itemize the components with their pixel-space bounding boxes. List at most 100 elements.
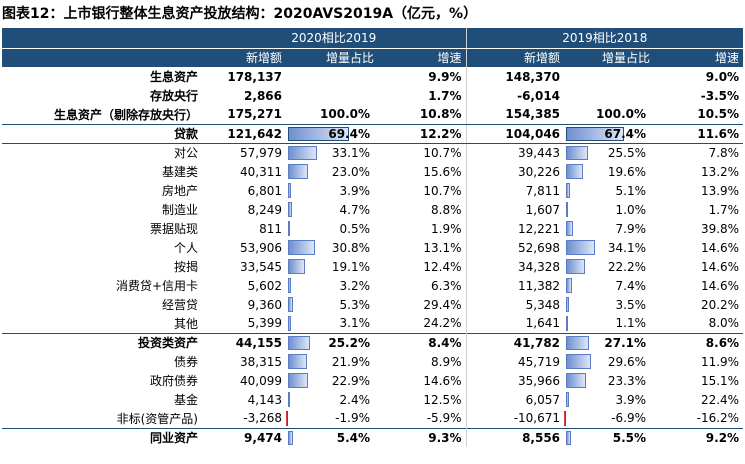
share-bar [288, 297, 293, 312]
growth-2019: 11.6% [654, 124, 744, 144]
share-bar [566, 278, 573, 293]
share-bar [566, 430, 571, 445]
share-2020 [286, 86, 378, 105]
table-row: 生息资产（剔除存放央行） 175,271 100.0% 10.8% 154,385 100… [2, 105, 744, 125]
growth-2019: 20.2% [700, 297, 740, 312]
share-bar [566, 126, 624, 141]
share-2019: -6.9% [564, 409, 654, 428]
share-2020: 5.3% [286, 295, 378, 314]
group-header-2019: 2019相比2018 [465, 28, 744, 49]
table-row: 房地产 6,801 3.9% 10.7% 7,811 5.1% 13.9% [2, 181, 743, 200]
table-row: 按揭 33,545 19.1% 12.4% 34,328 22.2% 14.6% [2, 257, 743, 276]
row-label: 存放央行 [149, 89, 198, 103]
header-corner [2, 28, 202, 49]
growth-2019: 13.9% [700, 183, 740, 198]
share-2020 [286, 67, 378, 86]
share-value: 7.4% [615, 278, 647, 293]
share-2019: 22.2% [564, 257, 654, 276]
increase-2019: 7,811 [465, 181, 565, 200]
growth-2019: 8.0% [708, 316, 740, 331]
increase-2019: 35,966 [465, 371, 565, 390]
table-row: 非标(资管产品) -3,268 -1.9% -5.9% -10,671 -6.9% -16.… [2, 409, 743, 428]
row-label: 对公 [173, 146, 198, 161]
increase-2019: 11,382 [465, 276, 565, 295]
share-bar [566, 183, 571, 198]
growth-2020: 1.9% [431, 221, 462, 236]
share-bar [566, 354, 592, 369]
share-2020: 30.8% [286, 238, 378, 257]
share-value: 21.9% [331, 354, 370, 369]
increase-2019: -6,014 [465, 86, 565, 105]
row-label: 制造业 [161, 203, 198, 217]
share-bar [286, 411, 288, 426]
share-value: 19.6% [607, 164, 647, 179]
increase-2019: 148,370 [465, 67, 565, 86]
growth-2019: 15.1% [700, 373, 740, 388]
increase-2020: 8,249 [247, 202, 282, 217]
group-header-2020: 2020相比2019 [202, 28, 467, 49]
share-2020: 69.4% [286, 124, 378, 144]
increase-2020: 40,099 [240, 373, 282, 388]
growth-2019: 39.8% [700, 221, 740, 236]
share-2019: 23.3% [564, 371, 654, 390]
row-label: 票据贴现 [149, 222, 198, 236]
growth-2020: 15.6% [423, 164, 462, 179]
row-label: 其他 [173, 316, 198, 331]
share-value: 2.4% [339, 392, 371, 407]
growth-2020: 12.4% [423, 259, 462, 274]
share-2020: 3.9% [286, 181, 378, 200]
table-row: 同业资产 9,474 5.4% 9.3% 8,556 5.5% 9.2% [2, 427, 744, 447]
growth-2019: 9.0% [705, 69, 740, 84]
growth-2019: 14.6% [700, 259, 740, 274]
share-bar [288, 354, 308, 369]
share-2020: 3.1% [286, 314, 378, 333]
increase-2020: 53,906 [240, 240, 282, 255]
share-2020: 5.4% [286, 427, 378, 447]
growth-2019: 22.4% [700, 392, 740, 407]
col-header-share-2019: 增量占比 [564, 48, 655, 67]
increase-2020: 4,143 [247, 392, 282, 407]
share-value: 69.4% [328, 126, 370, 141]
increase-2019: 41,782 [465, 332, 565, 352]
row-label: 基金 [173, 393, 198, 407]
share-bar [288, 183, 292, 198]
share-2020: 0.5% [286, 219, 378, 238]
share-value: 5.3% [339, 297, 371, 312]
growth-2020: 8.8% [431, 202, 462, 217]
share-2019: 5.5% [564, 427, 655, 447]
row-label: 经营贷 [161, 298, 198, 312]
col-header-growth-2020: 增速 [378, 48, 467, 67]
share-value: 5.1% [615, 183, 647, 198]
row-label: 消费贷+信用卡 [115, 279, 198, 293]
share-bar [566, 221, 573, 236]
increase-2020: 33,545 [240, 259, 282, 274]
growth-2020: 13.1% [423, 240, 462, 255]
share-value: 22.9% [331, 373, 370, 388]
share-bar [566, 373, 587, 388]
share-value: 3.1% [339, 316, 371, 331]
table-row: 存放央行 2,866 1.7% -6,014 -3.5% [2, 86, 743, 105]
col-header-increase-2020: 新增额 [202, 48, 286, 67]
share-value: -6.9% [611, 411, 647, 426]
increase-2020: 175,271 [202, 105, 286, 125]
increase-2020: 9,474 [202, 427, 286, 447]
growth-2020: 10.8% [378, 105, 467, 125]
growth-2020: 12.2% [378, 124, 467, 144]
increase-2019: 104,046 [465, 124, 565, 144]
row-label: 生息资产 [149, 70, 198, 84]
share-value: 30.8% [331, 240, 370, 255]
share-value: 100.0% [596, 107, 647, 122]
row-label: 投资类资产 [2, 332, 202, 352]
share-2019: 34.1% [564, 238, 654, 257]
table-row: 生息资产 178,137 9.9% 148,370 9.0% [2, 67, 743, 86]
share-2019: 27.1% [564, 332, 655, 352]
share-2019: 100.0% [564, 105, 655, 125]
increase-2020: 178,137 [227, 69, 282, 84]
figure-title: 图表12：上市银行整体生息资产投放结构：2020AVS2019A（亿元，%） [2, 6, 478, 22]
growth-2020: -5.9% [426, 411, 462, 426]
share-value: 19.1% [331, 259, 370, 274]
share-bar [288, 221, 290, 236]
share-bar [566, 316, 569, 331]
share-value: 1.0% [615, 202, 647, 217]
share-bar [288, 316, 291, 331]
